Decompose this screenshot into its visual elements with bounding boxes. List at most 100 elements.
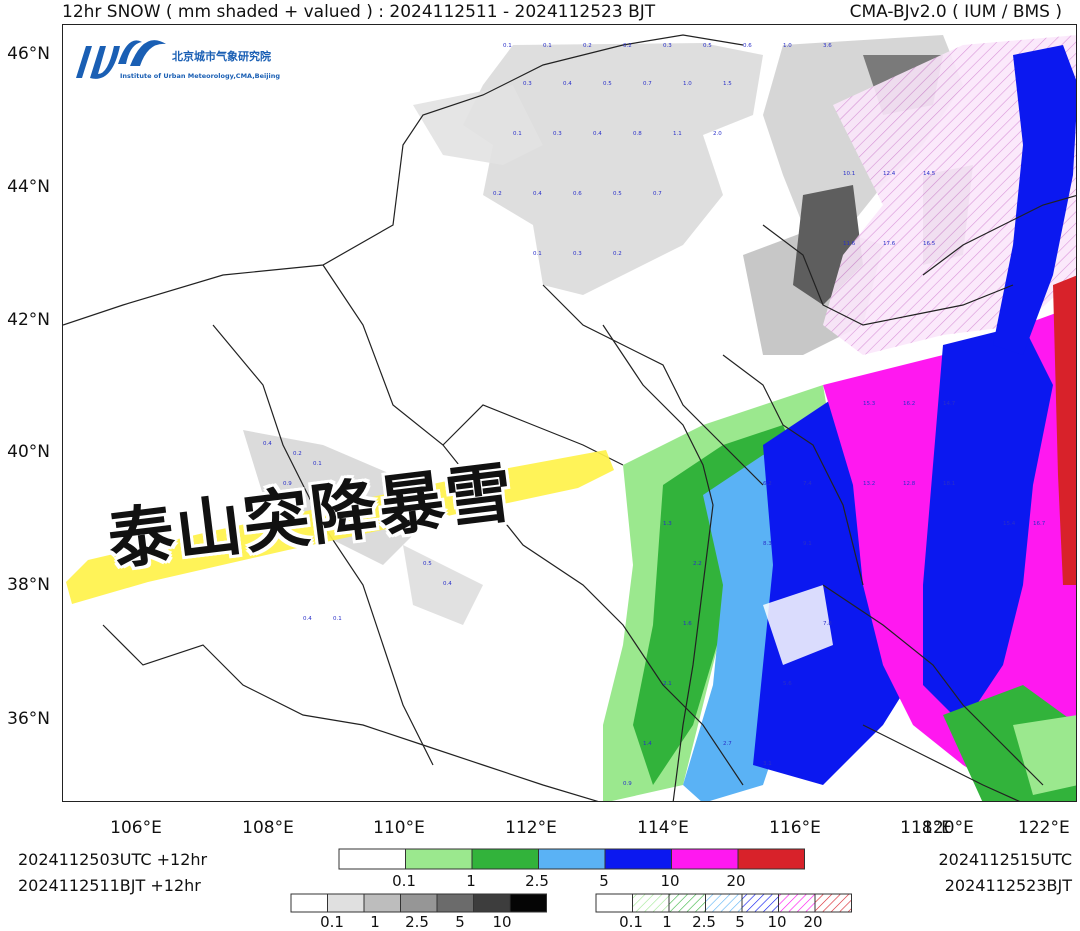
svg-text:2.0: 2.0 [713,131,722,137]
legend-gray-label-2.5: 2.5 [405,913,429,931]
svg-text:16.2: 16.2 [903,401,915,407]
legend-main-label-20: 20 [726,872,746,890]
svg-text:1.4: 1.4 [643,741,652,747]
svg-text:0.1: 0.1 [313,461,322,467]
valid-time-bjt: 2024112523BJT [944,876,1072,895]
headline-highlight [58,432,618,632]
legend-hatch-label-10: 10 [767,913,787,931]
svg-text:1.5: 1.5 [723,81,732,87]
svg-text:0.2: 0.2 [293,451,302,457]
svg-text:1.0: 1.0 [683,81,692,87]
svg-text:18.1: 18.1 [943,481,955,487]
logo-org-cn: 北京城市气象研究院 [172,49,271,63]
lat-label-44: 44°N [7,177,50,197]
legend-gray-swatch-1 [327,893,365,913]
legend-gray-swatch-6 [509,893,547,913]
svg-text:0.4: 0.4 [263,441,272,447]
legend-gray-swatch-4 [436,893,474,913]
svg-text:0.2: 0.2 [613,251,622,257]
legend-main-swatch-1 [405,848,473,870]
chart-title: 12hr SNOW ( mm shaded + valued ) : 20241… [62,2,656,22]
snow-shading-layer [603,45,1076,801]
svg-text:0.1: 0.1 [533,251,542,257]
svg-text:2.1: 2.1 [663,681,672,687]
svg-text:1.1: 1.1 [673,131,682,137]
legend-hatch-swatch-2 [668,893,706,913]
station-value-markers: 0.1 0.1 0.2 0.2 0.3 0.5 0.6 1.0 3.6 0.3 0.4 0.5 … [263,43,1046,787]
svg-text:0.5: 0.5 [603,81,612,87]
svg-text:0.1: 0.1 [503,43,512,49]
lon-label-106: 106°E [110,818,162,838]
legend-main-label-2.5: 2.5 [525,872,549,890]
svg-text:9.1: 9.1 [803,541,812,547]
init-time-utc: 2024112503UTC +12hr [18,850,208,869]
svg-text:1.3: 1.3 [663,521,672,527]
svg-text:0.9: 0.9 [623,781,632,787]
legend-gray-swatch-2 [363,893,401,913]
svg-text:0.7: 0.7 [643,81,652,87]
lon-label-108: 108°E [242,818,294,838]
lon-label-116: 116°E [769,818,821,838]
logo-org-en: Institute of Urban Meteorology,CMA,Beiji… [120,72,280,80]
svg-text:17.6: 17.6 [883,241,896,247]
svg-text:2.7: 2.7 [723,741,732,747]
svg-text:2.2: 2.2 [693,561,702,567]
legend-gray-label-10: 10 [492,913,512,931]
legend-hatch-label-2.5: 2.5 [692,913,716,931]
legend-hatch-swatch-5 [778,893,816,913]
legend-hatch-label-1: 1 [662,913,672,931]
svg-text:0.5: 0.5 [703,43,712,49]
legend-hatch-label-20: 20 [803,913,823,931]
legend-gray-label-0.1: 0.1 [320,913,344,931]
lat-label-38: 38°N [7,575,50,595]
ium-logo: 北京城市气象研究院 Institute of Urban Meteorology… [70,34,300,84]
svg-text:0.3: 0.3 [553,131,562,137]
svg-text:0.4: 0.4 [563,81,572,87]
svg-text:0.1: 0.1 [543,43,552,49]
svg-text:16.7: 16.7 [1033,521,1046,527]
svg-text:3.1: 3.1 [763,761,772,767]
lon-label-110: 110°E [373,818,425,838]
svg-text:0.1: 0.1 [513,131,522,137]
legend-gray-label-5: 5 [455,913,465,931]
svg-text:0.3: 0.3 [573,251,582,257]
svg-text:15.3: 15.3 [863,401,876,407]
legend-hatch-swatch-6 [814,893,852,913]
svg-text:8.3: 8.3 [763,541,772,547]
legend-main-swatch-4 [604,848,672,870]
legend-main-label-1: 1 [466,872,476,890]
legend-gray-swatch-5 [473,893,511,913]
svg-text:10.1: 10.1 [843,171,855,177]
model-source-label: CMA-BJv2.0 ( IUM / BMS ) [849,2,1062,22]
legend-gray-label-1: 1 [370,913,380,931]
svg-text:1.0: 1.0 [783,43,792,49]
svg-text:7.4: 7.4 [803,481,812,487]
svg-text:0.1: 0.1 [333,616,342,622]
svg-text:0.5: 0.5 [613,191,622,197]
legend-main-swatch-5 [671,848,739,870]
svg-text:7.8: 7.8 [823,621,832,627]
legend-gray-swatch-3 [400,893,438,913]
legend-main-label-10: 10 [660,872,680,890]
svg-text:0.4: 0.4 [533,191,542,197]
svg-text:0.8: 0.8 [633,131,642,137]
svg-text:0.5: 0.5 [423,561,432,567]
svg-text:0.4: 0.4 [303,616,312,622]
svg-text:0.2: 0.2 [583,43,592,49]
lon-label-120: 120°E [922,818,974,838]
svg-text:5.6: 5.6 [783,681,792,687]
legend-main-swatch-3 [538,848,606,870]
precipitation-map: 0.1 0.1 0.2 0.2 0.3 0.5 0.6 1.0 3.6 0.3 0.4 0.5 … [62,24,1077,802]
legend-main-swatch-6 [737,848,805,870]
svg-text:1.6: 1.6 [683,621,692,627]
svg-text:0.2: 0.2 [293,501,302,507]
svg-text:12.8: 12.8 [903,481,916,487]
svg-text:0.9: 0.9 [283,481,292,487]
svg-text:6.2: 6.2 [763,481,772,487]
svg-text:15.4: 15.4 [1003,521,1016,527]
legend-hatch-label-0.1: 0.1 [619,913,643,931]
svg-text:0.2: 0.2 [493,191,502,197]
legend-hatch-swatch-1 [632,893,670,913]
legend-hatch-colorbar [595,893,853,917]
svg-text:0.3: 0.3 [663,43,672,49]
